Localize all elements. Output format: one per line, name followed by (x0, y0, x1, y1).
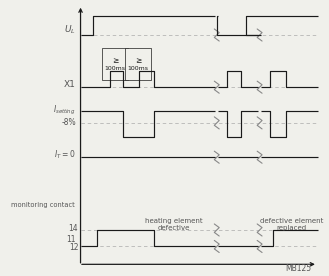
Text: 12: 12 (69, 243, 78, 252)
Text: 14: 14 (68, 224, 77, 233)
Text: 100ms: 100ms (128, 66, 149, 71)
Text: 100ms: 100ms (105, 66, 126, 71)
Text: $I_{setting}$: $I_{setting}$ (53, 104, 76, 117)
Text: -8%: -8% (61, 118, 76, 128)
Text: MB125: MB125 (286, 264, 312, 273)
Text: ≥: ≥ (112, 56, 118, 65)
Text: $I_T = 0$: $I_T = 0$ (55, 148, 76, 161)
Text: heating element
defective: heating element defective (145, 218, 203, 231)
Text: ≥: ≥ (135, 56, 141, 65)
Text: X1: X1 (64, 80, 76, 89)
FancyBboxPatch shape (102, 48, 128, 80)
Text: monitoring contact: monitoring contact (11, 202, 74, 208)
FancyBboxPatch shape (125, 48, 151, 80)
Text: 11: 11 (66, 235, 76, 244)
Text: defective element
replaced: defective element replaced (260, 218, 323, 231)
Text: $U_L$: $U_L$ (64, 23, 76, 36)
